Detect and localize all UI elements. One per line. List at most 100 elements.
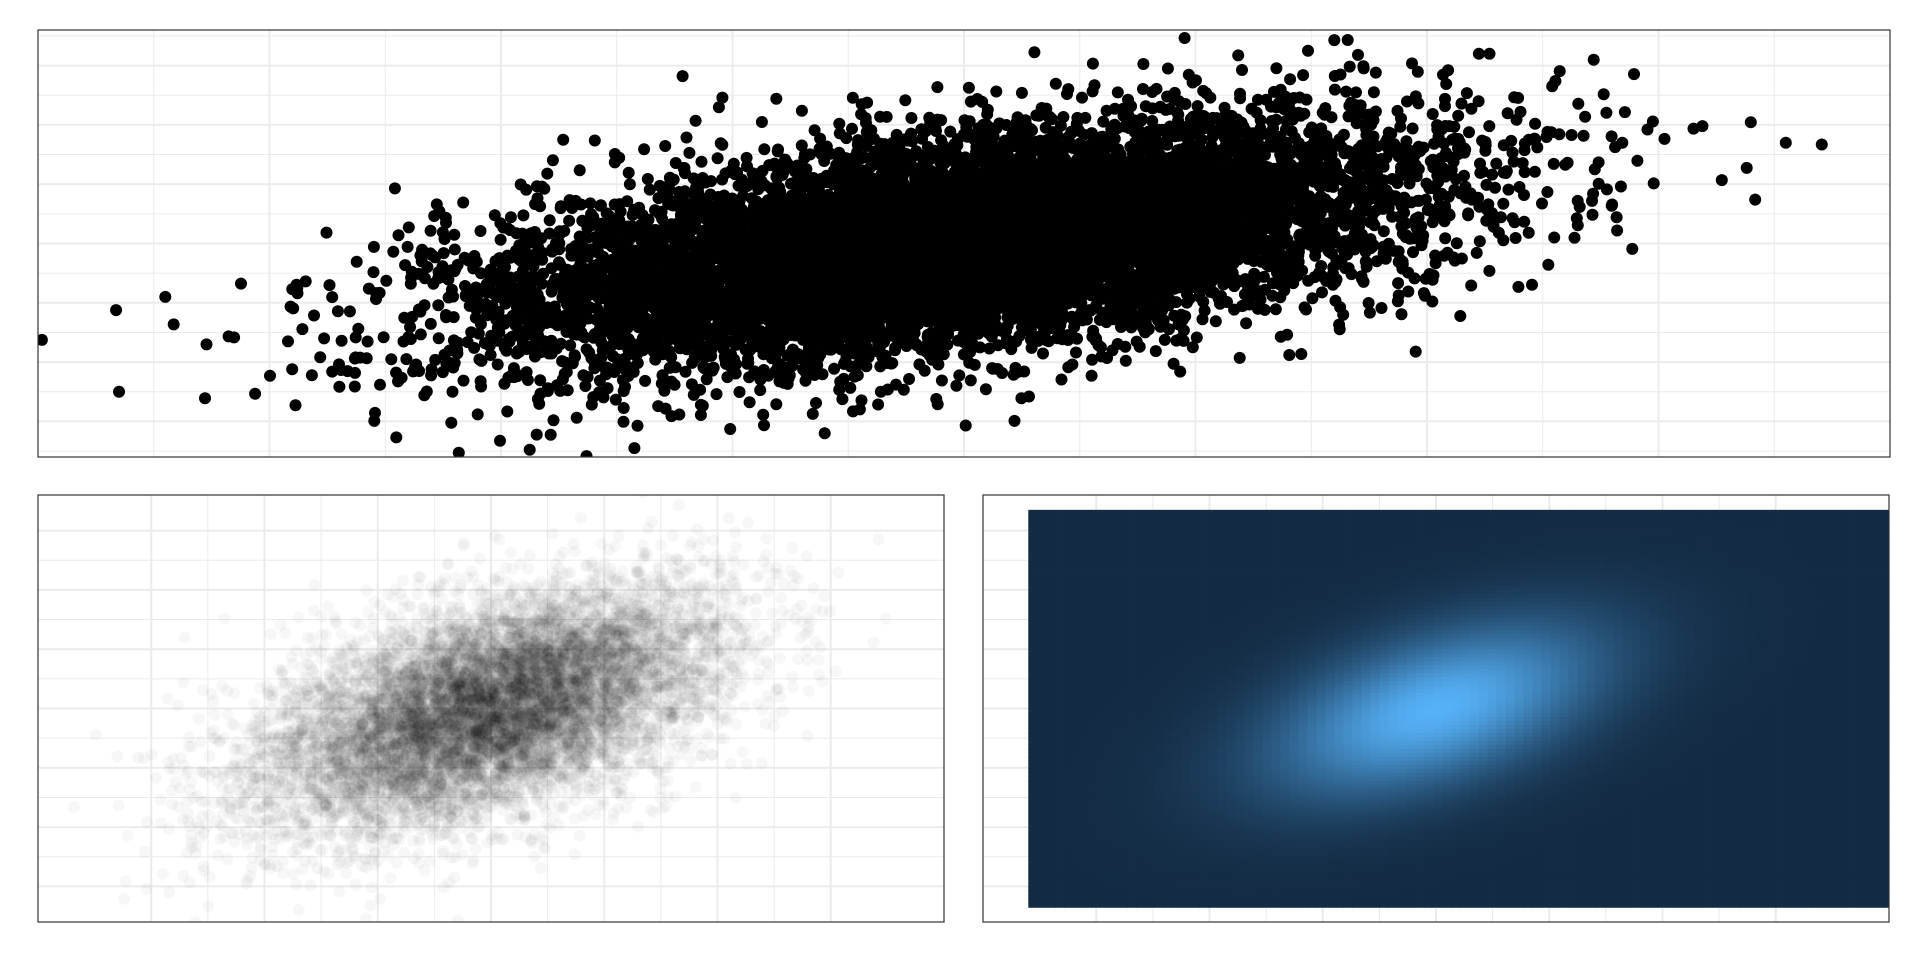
data-point	[543, 227, 556, 240]
data-point	[931, 398, 944, 411]
data-point	[680, 131, 693, 144]
data-point	[414, 328, 427, 341]
data-point	[641, 173, 654, 185]
data-point	[1086, 57, 1099, 70]
data-point	[468, 341, 481, 354]
data-point	[563, 214, 576, 227]
data-point	[1269, 303, 1282, 316]
data-point	[872, 398, 885, 411]
data-point	[1618, 106, 1631, 119]
data-point	[1452, 109, 1465, 122]
data-point	[931, 81, 944, 94]
data-point	[400, 353, 413, 366]
data-point	[1305, 121, 1318, 134]
data-point	[608, 156, 621, 169]
data-point	[544, 428, 557, 441]
data-point	[1362, 297, 1375, 309]
data-point	[1297, 69, 1310, 82]
data-point	[517, 209, 530, 222]
data-point	[950, 379, 963, 392]
data-point	[570, 411, 583, 424]
data-point	[844, 381, 857, 394]
data-point	[1440, 78, 1453, 90]
data-point	[1178, 32, 1191, 44]
data-point	[1137, 58, 1150, 70]
data-point	[429, 353, 442, 366]
data-point	[1306, 292, 1319, 305]
data-point	[1460, 87, 1473, 100]
data-point	[1191, 100, 1204, 113]
data-point	[320, 226, 333, 239]
data-point	[795, 104, 808, 117]
data-point	[367, 240, 380, 253]
data-point	[1437, 137, 1450, 150]
data-point	[448, 243, 461, 256]
data-point	[1480, 178, 1493, 191]
data-point	[617, 385, 630, 397]
data-point	[1028, 46, 1041, 59]
data-point	[1209, 315, 1222, 328]
data-point	[1375, 302, 1388, 314]
data-point	[1526, 278, 1538, 291]
data-point	[608, 148, 621, 160]
data-point	[1541, 186, 1554, 198]
data-point	[564, 339, 577, 352]
data-point	[1438, 249, 1450, 262]
data-point	[1465, 102, 1478, 115]
data-point	[1334, 68, 1347, 81]
data-point	[964, 374, 977, 387]
data-point	[1392, 277, 1405, 290]
data-point	[724, 423, 737, 435]
data-point	[1343, 60, 1356, 73]
data-point	[1470, 246, 1483, 259]
data-point	[1245, 102, 1258, 115]
data-point	[1259, 283, 1271, 296]
data-point	[1502, 183, 1515, 196]
data-point	[1522, 226, 1535, 239]
data-point	[1428, 137, 1441, 150]
data-point	[716, 138, 729, 151]
point-layer	[38, 30, 1828, 457]
data-point	[404, 277, 417, 290]
data-point	[424, 224, 437, 237]
data-point	[452, 446, 465, 457]
data-point	[1472, 95, 1485, 108]
data-point	[806, 407, 819, 420]
data-point	[935, 374, 948, 387]
data-point	[1542, 258, 1555, 271]
data-point	[1740, 161, 1753, 174]
data-point	[1350, 86, 1362, 99]
data-point	[1744, 116, 1757, 129]
data-point	[833, 127, 846, 140]
data-point	[534, 374, 547, 387]
data-point	[990, 85, 1003, 98]
data-point	[1369, 66, 1382, 79]
data-point	[1108, 102, 1121, 115]
data-point	[959, 419, 972, 432]
data-point	[716, 91, 729, 104]
data-point	[543, 214, 556, 227]
data-point	[401, 240, 414, 253]
data-point	[1483, 120, 1496, 133]
data-point	[1367, 130, 1380, 143]
data-point	[697, 224, 710, 237]
data-point	[584, 197, 597, 210]
data-point	[438, 233, 451, 245]
data-point	[1352, 48, 1364, 61]
data-point	[1600, 106, 1613, 119]
data-point	[1609, 141, 1622, 154]
data-point	[689, 352, 702, 365]
data-point	[1568, 231, 1581, 244]
data-point	[1455, 97, 1468, 110]
data-point	[558, 225, 571, 237]
data-point	[1749, 193, 1762, 206]
data-point	[199, 392, 211, 405]
data-point	[1402, 285, 1415, 298]
data-point	[387, 245, 400, 258]
data-point	[1270, 62, 1283, 75]
data-point	[448, 228, 461, 241]
data-point	[1473, 235, 1486, 248]
data-point	[732, 179, 745, 192]
data-point	[1283, 349, 1296, 361]
data-point	[388, 182, 401, 195]
